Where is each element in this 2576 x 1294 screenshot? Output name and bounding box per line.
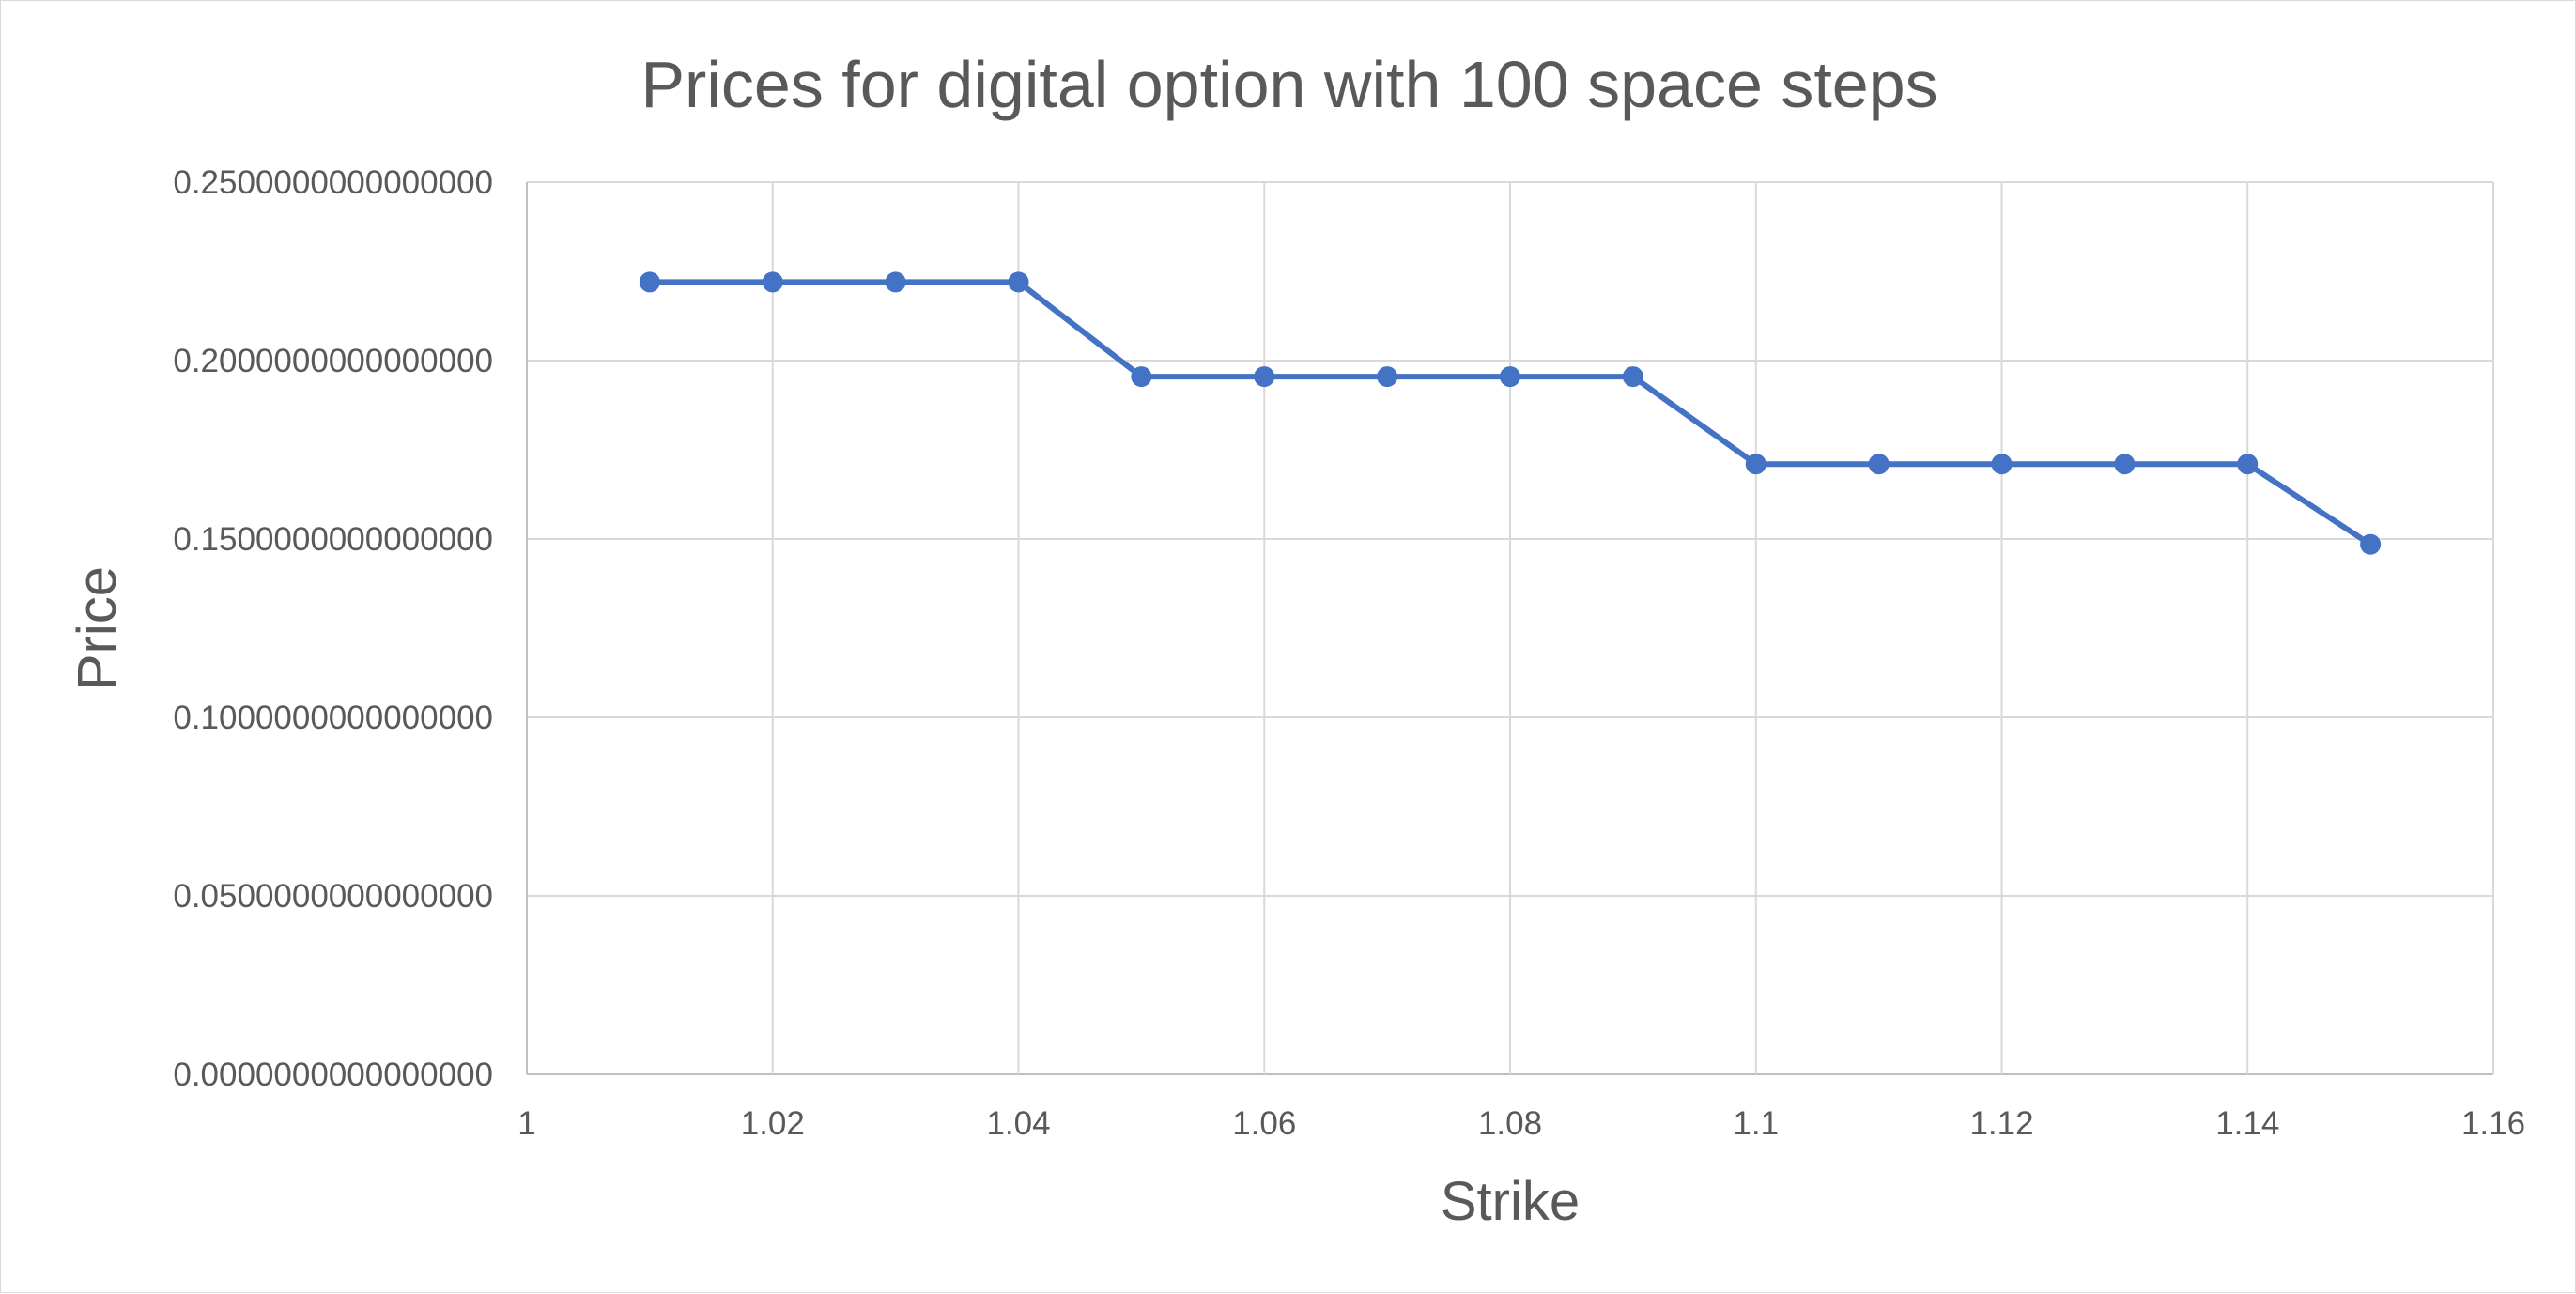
x-tick-label: 1.02 xyxy=(741,1105,805,1142)
x-axis-title: Strike xyxy=(1441,1171,1580,1232)
data-point xyxy=(885,271,906,293)
x-tick-label: 1.12 xyxy=(1969,1105,2033,1142)
x-tick-label: 1.16 xyxy=(2461,1105,2525,1142)
data-point xyxy=(1868,454,1890,475)
data-point xyxy=(1377,366,1398,388)
y-tick-label: 0.0000000000000000 xyxy=(173,1056,493,1093)
y-tick-label: 0.0500000000000000 xyxy=(173,878,493,915)
x-tick-label: 1.1 xyxy=(1733,1105,1779,1142)
x-tick-label: 1.14 xyxy=(2215,1105,2279,1142)
data-point xyxy=(1131,366,1152,388)
data-point xyxy=(639,271,660,293)
data-point xyxy=(1008,271,1029,293)
x-tick-label: 1.04 xyxy=(986,1105,1050,1142)
data-point xyxy=(1254,366,1275,388)
x-tick-label: 1.08 xyxy=(1478,1105,1542,1142)
y-axis-ticks: 0.0000000000000000 0.0500000000000000 0.10… xyxy=(173,164,493,1093)
data-point xyxy=(1622,366,1643,388)
data-point xyxy=(1500,366,1520,388)
data-point xyxy=(2114,454,2136,475)
grid-lines xyxy=(526,181,2494,1075)
x-tick-label: 1.06 xyxy=(1232,1105,1296,1142)
y-tick-label: 0.2000000000000000 xyxy=(173,343,493,379)
data-point xyxy=(762,271,783,293)
series-layer xyxy=(639,271,2382,555)
data-point xyxy=(1991,454,2013,475)
data-point xyxy=(2360,533,2382,555)
y-tick-label: 0.1000000000000000 xyxy=(173,700,493,736)
data-point xyxy=(1745,454,1766,475)
data-point xyxy=(2237,454,2259,475)
y-tick-label: 0.2500000000000000 xyxy=(173,164,493,201)
y-tick-label: 0.1500000000000000 xyxy=(173,521,493,558)
y-axis-title: Price xyxy=(67,566,128,690)
chart-title: Prices for digital option with 100 space… xyxy=(640,48,1937,121)
x-axis-ticks: 1 1.02 1.04 1.06 1.08 1.1 1.12 1.14 1.16 xyxy=(517,1105,2525,1142)
x-tick-label: 1 xyxy=(517,1105,535,1142)
